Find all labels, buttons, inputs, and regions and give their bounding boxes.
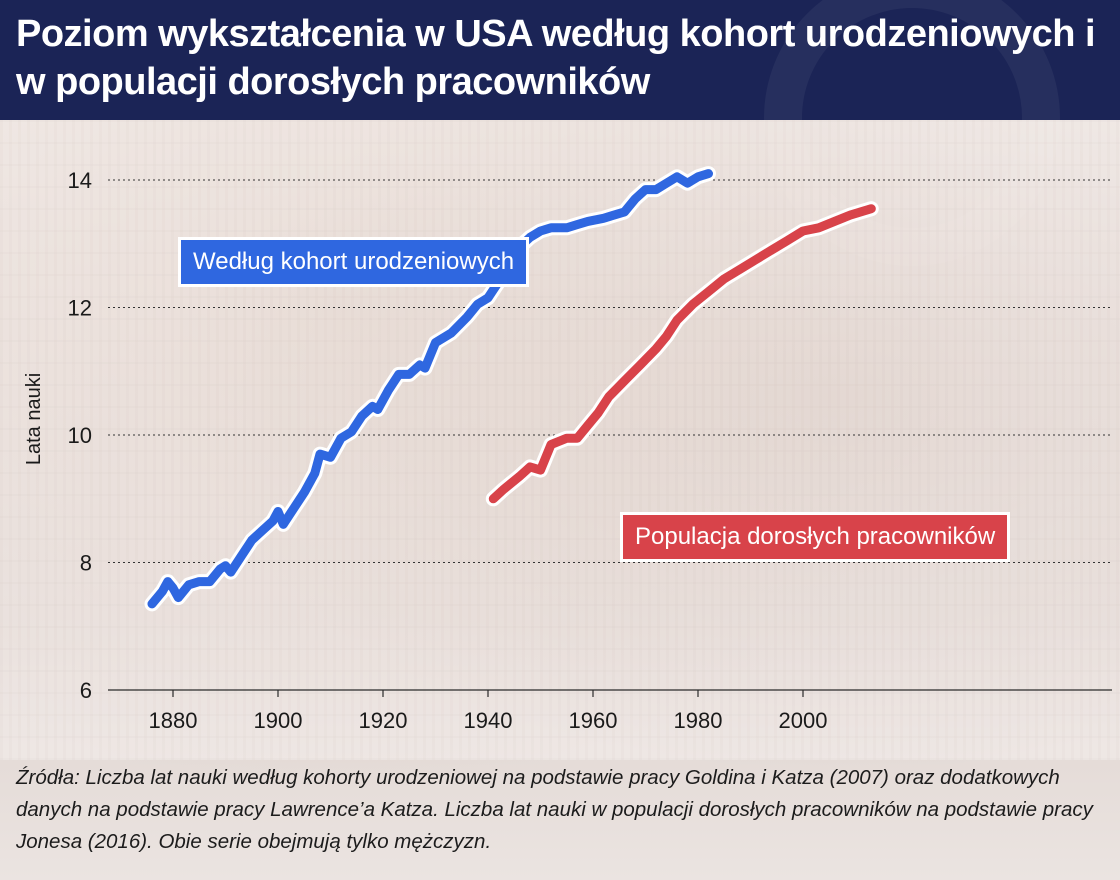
- grid-lines: [108, 179, 1112, 691]
- header-banner: Poziom wykształcenia w USA według kohort…: [0, 0, 1120, 266]
- x-tick-label: 1980: [674, 708, 723, 733]
- axis-ticks: 6 8 10 12 14 1880 1900 1920 1940 1960 1980 2000: [68, 168, 828, 733]
- series-label-cohort: Według kohort urodzeniowych: [178, 237, 530, 287]
- chart-title: Poziom wykształcenia w USA według kohort…: [16, 13, 1096, 103]
- series-label-workers: Populacja dorosłych pracowników: [620, 512, 1011, 562]
- series-lines: [144, 166, 879, 612]
- series-line-workers: [488, 204, 876, 504]
- x-tick-label: 1960: [569, 708, 618, 733]
- y-tick-label: 8: [80, 551, 92, 576]
- series-line-cohort: [147, 169, 713, 609]
- y-tick-label: 10: [68, 423, 92, 448]
- x-tick-label: 1880: [149, 708, 198, 733]
- x-tick-label: 1920: [359, 708, 408, 733]
- y-tick-label: 14: [68, 168, 92, 193]
- source-note: Źródła: Liczba lat nauki według kohorty …: [16, 766, 1093, 853]
- x-tick-label: 1940: [464, 708, 513, 733]
- y-axis-title: Lata nauki: [23, 373, 45, 465]
- x-tick-label: 2000: [779, 708, 828, 733]
- x-tick-label: 1900: [254, 708, 303, 733]
- y-tick-label: 12: [68, 296, 92, 321]
- y-tick-label: 6: [80, 678, 92, 703]
